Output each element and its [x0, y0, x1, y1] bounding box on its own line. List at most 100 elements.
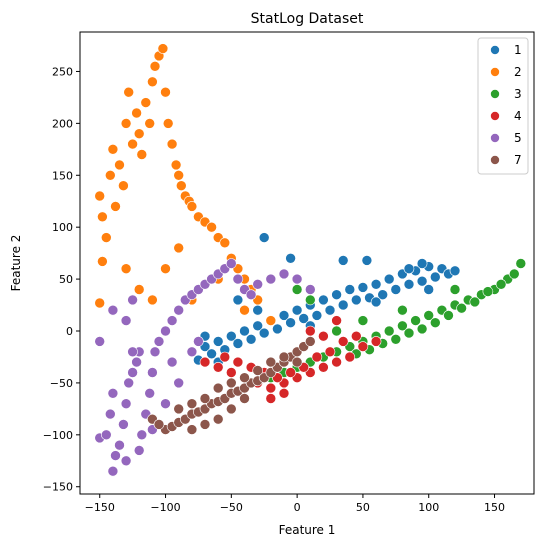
data-point	[123, 86, 134, 98]
data-point	[265, 382, 277, 394]
data-point	[133, 284, 145, 295]
data-point	[97, 211, 108, 223]
data-point	[173, 377, 184, 389]
data-point	[147, 294, 158, 306]
data-point	[149, 61, 161, 72]
points-layer	[94, 43, 527, 477]
data-point	[318, 361, 329, 373]
data-point	[416, 275, 428, 287]
data-point	[107, 144, 119, 155]
y-tick-label: 200	[52, 117, 73, 130]
data-point	[357, 315, 369, 326]
chart-title: StatLog Dataset	[251, 11, 364, 27]
data-point	[120, 315, 132, 326]
legend-label: 7	[514, 153, 522, 167]
data-point	[186, 201, 198, 212]
data-point	[469, 296, 481, 308]
data-point	[272, 323, 283, 335]
data-point	[304, 336, 316, 347]
data-point	[239, 304, 250, 316]
data-point	[110, 201, 121, 212]
data-point	[397, 320, 408, 332]
data-point	[120, 455, 132, 467]
data-point	[482, 286, 494, 297]
data-point	[449, 265, 461, 277]
y-tick-label: 50	[59, 273, 73, 286]
data-point	[105, 170, 116, 181]
legend-marker	[490, 89, 500, 99]
data-point	[144, 387, 155, 399]
data-point	[298, 313, 310, 324]
data-point	[131, 356, 142, 368]
plot-frame	[79, 31, 535, 495]
data-point	[219, 237, 231, 249]
data-point	[331, 356, 342, 368]
data-point	[265, 273, 277, 285]
data-point	[383, 325, 395, 337]
data-point	[199, 393, 211, 404]
data-point	[120, 398, 132, 410]
x-tick-label: −50	[220, 501, 243, 514]
data-point	[265, 393, 277, 404]
data-point	[278, 268, 290, 280]
data-point	[291, 273, 303, 285]
data-point	[278, 387, 290, 399]
data-point	[258, 327, 270, 339]
data-point	[127, 367, 138, 378]
data-point	[199, 419, 211, 430]
data-point	[443, 310, 454, 321]
data-point	[331, 289, 342, 301]
data-point	[344, 284, 356, 295]
data-point	[127, 346, 138, 358]
data-point	[226, 367, 237, 378]
data-point	[361, 255, 373, 266]
data-point	[94, 336, 105, 347]
legend-marker	[490, 45, 500, 55]
data-point	[110, 450, 121, 461]
data-point	[186, 346, 198, 358]
legend-label: 4	[514, 109, 522, 123]
data-point	[149, 346, 161, 358]
legend: 1 2 3 4 5 7	[477, 37, 529, 175]
data-point	[245, 333, 257, 345]
x-tick-label: 50	[356, 501, 370, 514]
data-point	[423, 310, 435, 321]
data-point	[107, 465, 119, 477]
legend-marker	[490, 133, 500, 143]
y-tick-label: 250	[52, 65, 73, 78]
data-point	[397, 304, 408, 316]
data-point	[147, 76, 158, 88]
data-point	[160, 263, 171, 275]
legend-label: 2	[514, 65, 522, 79]
data-point	[212, 382, 224, 394]
legend-marker	[490, 67, 500, 77]
data-point	[429, 317, 441, 329]
data-point	[226, 330, 237, 342]
legend-marker	[490, 155, 500, 165]
data-point	[252, 320, 264, 332]
data-point	[403, 263, 415, 275]
x-tick-label: 100	[418, 501, 439, 514]
data-point	[118, 419, 129, 430]
data-point	[383, 273, 395, 285]
data-point	[160, 86, 171, 98]
data-point	[144, 118, 155, 129]
data-point	[449, 284, 461, 295]
data-point	[291, 304, 303, 316]
data-point	[160, 398, 171, 410]
data-point	[118, 180, 129, 191]
data-point	[232, 356, 244, 368]
data-point	[136, 429, 148, 441]
data-point	[157, 43, 169, 54]
data-point	[370, 278, 382, 290]
data-point	[101, 429, 112, 441]
data-point	[232, 294, 244, 306]
data-point	[136, 149, 148, 160]
series-7	[147, 336, 316, 435]
data-point	[133, 128, 145, 139]
data-point	[173, 242, 184, 254]
data-point	[173, 170, 184, 181]
data-point	[291, 284, 303, 295]
data-point	[226, 377, 237, 389]
data-point	[105, 408, 116, 420]
